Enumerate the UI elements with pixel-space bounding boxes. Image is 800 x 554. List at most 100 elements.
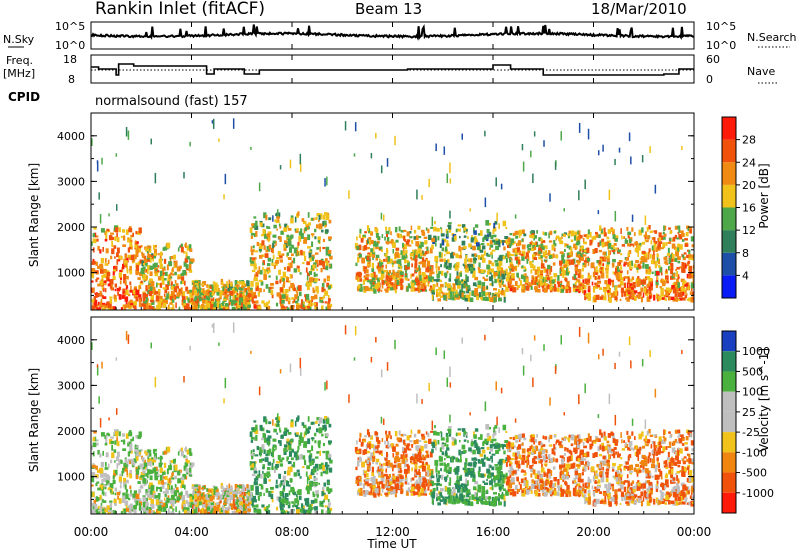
power-cell (383, 258, 386, 262)
power-cell (318, 260, 323, 266)
velocity-cell (126, 469, 128, 476)
power-cell (568, 245, 572, 250)
power-cell (259, 243, 263, 250)
velocity-cell (420, 445, 424, 452)
power-cell (148, 290, 153, 295)
velocity-cell (298, 435, 301, 440)
power-cell (533, 257, 538, 261)
velocity-cell (178, 492, 183, 498)
power-cell (567, 234, 571, 239)
power-cell (236, 286, 239, 290)
power-cell (532, 260, 534, 263)
power-cell (378, 261, 381, 265)
velocity-cell (423, 490, 427, 494)
velocity-cell (129, 469, 132, 476)
velocity-cell (92, 464, 96, 469)
velocity-cell (250, 493, 253, 499)
velocity-cell (306, 476, 311, 481)
power-cell (581, 268, 584, 272)
velocity-cell (423, 479, 428, 484)
velocity-cell (414, 467, 418, 473)
power-cell (324, 290, 329, 296)
power-cell (454, 298, 457, 301)
power-cell (536, 230, 538, 234)
velocity-cell (425, 431, 428, 435)
power-cell (304, 294, 307, 298)
power-cell (172, 296, 176, 300)
velocity-cell (169, 506, 172, 509)
velocity-cell (280, 434, 284, 439)
power-cell (665, 262, 669, 266)
velocity-cell (125, 493, 129, 500)
power-cell (185, 303, 190, 309)
velocity-cell (266, 509, 271, 514)
velocity-cell (153, 460, 157, 463)
power-cell (94, 303, 98, 308)
power-cell (674, 225, 678, 230)
power-cell (251, 269, 256, 273)
power-cell (582, 254, 587, 257)
velocity-cell (302, 455, 306, 460)
velocity-cell (249, 461, 252, 467)
velocity-cell (187, 510, 189, 514)
power-cell (318, 214, 321, 221)
power-cell (535, 276, 538, 282)
power-cell (561, 254, 565, 261)
velocity-cell (368, 441, 372, 445)
power-cell (348, 190, 350, 199)
velocity-cell (139, 489, 142, 494)
velocity-cell (253, 467, 257, 473)
power-cell (668, 292, 670, 296)
power-cell (145, 293, 148, 298)
velocity-cell (130, 438, 133, 442)
power-cell (454, 264, 457, 267)
velocity-cell (395, 464, 398, 468)
power-cell (133, 286, 138, 290)
power-cell (377, 287, 381, 292)
power-cell (415, 235, 419, 240)
power-cell (624, 276, 628, 279)
power-cell (680, 290, 683, 293)
power-cell (400, 229, 404, 233)
power-cell (399, 265, 402, 269)
power-cell (560, 288, 565, 293)
power-cell (654, 260, 658, 263)
power-cell (145, 299, 148, 304)
power-cell (325, 223, 327, 227)
power-cell (146, 268, 149, 275)
velocity-cell (188, 448, 192, 455)
velocity-cell (208, 497, 211, 501)
velocity-cell (251, 463, 254, 466)
power-cell (283, 240, 288, 244)
power-cell (476, 288, 478, 294)
power-cell (645, 239, 649, 243)
power-cell (285, 295, 289, 302)
velocity-cell (123, 477, 127, 484)
velocity-cell (235, 501, 239, 505)
power-cell (515, 253, 517, 257)
velocity-cell (116, 491, 121, 496)
power-cell (409, 230, 412, 234)
velocity-cell (201, 487, 205, 490)
power-cell (603, 232, 607, 237)
power-cell (672, 282, 675, 286)
power-cell (163, 258, 167, 264)
power-cell (381, 270, 385, 274)
velocity-cell (327, 509, 331, 514)
power-cell (474, 253, 477, 257)
power-cell (402, 242, 404, 248)
power-cell (308, 226, 310, 230)
velocity-cell (318, 464, 323, 470)
velocity-cell (163, 476, 166, 479)
power-cell (597, 150, 600, 156)
velocity-cell (290, 438, 293, 443)
power-cell (308, 222, 311, 226)
power-cell (557, 281, 561, 288)
velocity-cell (325, 469, 329, 475)
velocity-cell (153, 452, 157, 459)
velocity-cell (107, 463, 110, 469)
velocity-cell (398, 480, 403, 485)
power-cell (614, 290, 618, 296)
velocity-cell (274, 466, 278, 470)
